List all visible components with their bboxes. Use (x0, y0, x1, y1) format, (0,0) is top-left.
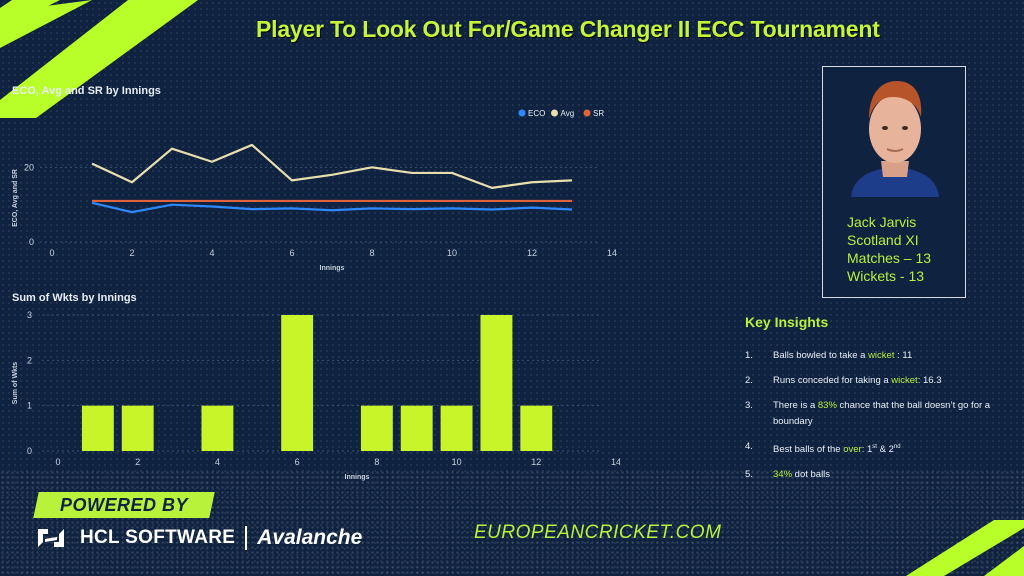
bar (360, 405, 393, 451)
legend-marker-sr (583, 109, 591, 117)
insight-item: 5. 34% dot balls (745, 469, 831, 481)
series-line-eco (91, 201, 573, 214)
sponsor-logo: HCL SOFTWARE Avalanche (36, 526, 362, 550)
bar (400, 405, 433, 451)
series-line-avg (91, 143, 573, 189)
y-tick-label: 3 (27, 310, 32, 320)
bar (81, 405, 114, 451)
y-tick-label: 2 (27, 355, 32, 365)
bar (121, 405, 154, 451)
x-tick-label: 4 (215, 457, 220, 467)
insight-item: 3. There is a 83% chance that the ball do… (745, 400, 991, 427)
x-tick-label: 0 (49, 248, 54, 258)
page-title: Player To Look Out For/Game Changer II E… (256, 16, 880, 42)
x-axis-label: Innings (320, 265, 345, 272)
insight-item: 1. Balls bowled to take a wicket : 11 (745, 350, 913, 361)
powered-by-badge: POWERED BY (33, 492, 215, 518)
hcl-software-text: HCL SOFTWARE (80, 527, 236, 548)
legend-label-avg: Avg (561, 109, 575, 118)
footer-dot-pattern (0, 470, 1024, 576)
insight-item: 4. Best balls of the over: 1st & 2nd (745, 441, 901, 456)
avalanche-text: Avalanche (257, 526, 363, 549)
top-left-slash-decoration (0, 0, 198, 118)
player-profile-card: Jack Jarvis Scotland XI Matches – 13 Wic… (822, 66, 966, 298)
bar (281, 315, 314, 451)
x-tick-label: 6 (295, 457, 300, 467)
x-tick-label: 0 (55, 457, 60, 467)
avatar-photo (843, 73, 947, 197)
x-tick-label: 10 (452, 457, 462, 467)
x-tick-label: 12 (527, 248, 537, 258)
y-tick-label: 20 (24, 162, 34, 172)
sponsor-divider (245, 526, 248, 550)
x-tick-label: 4 (209, 248, 214, 258)
insights-title: Key Insights (745, 314, 829, 330)
x-tick-label: 14 (611, 457, 620, 467)
line-chart-title: ECO, Avg and SR by Innings (12, 85, 161, 97)
line-chart: 0 20 0 2 4 6 8 10 12 14 Innings ECO, Avg and SR ECO A… (12, 109, 617, 272)
insight-item: 2. Runs conceded for taking a wicket: 16.… (745, 375, 942, 386)
bottom-right-slash-decoration (906, 520, 1024, 576)
player-team: Scotland XI (847, 232, 919, 248)
x-axis-label: Innings (345, 474, 370, 481)
y-axis-label: ECO, Avg and SR (12, 169, 19, 227)
x-tick-label: 14 (607, 248, 617, 258)
bar (520, 405, 553, 451)
hcl-logo-icon (38, 529, 64, 547)
y-tick-label: 0 (27, 446, 32, 456)
bar (201, 405, 234, 451)
legend-label-sr: SR (593, 109, 604, 118)
player-name: Jack Jarvis (847, 214, 917, 230)
x-tick-label: 12 (531, 457, 541, 467)
x-tick-label: 2 (129, 248, 134, 258)
bar (440, 405, 473, 451)
player-wickets: Wickets - 13 (847, 268, 925, 284)
bar-chart-title: Sum of Wkts by Innings (12, 292, 137, 304)
x-tick-label: 6 (289, 248, 294, 258)
legend-marker-eco (518, 109, 526, 117)
player-matches: Matches – 13 (847, 250, 932, 266)
bar (480, 315, 513, 451)
legend-label-eco: ECO (528, 109, 545, 118)
x-tick-label: 8 (369, 248, 374, 258)
y-axis-label: Sum of Wkts (12, 362, 19, 404)
website-link[interactable]: EUROPEANCRICKET.COM (474, 522, 722, 543)
x-tick-label: 8 (374, 457, 379, 467)
x-tick-label: 10 (447, 248, 457, 258)
insights-list: 1. Balls bowled to take a wicket : 11 2. R… (745, 348, 1005, 492)
x-tick-label: 2 (135, 457, 140, 467)
y-tick-label: 0 (29, 237, 34, 247)
legend-marker-avg (551, 109, 558, 117)
y-tick-label: 1 (27, 401, 32, 411)
